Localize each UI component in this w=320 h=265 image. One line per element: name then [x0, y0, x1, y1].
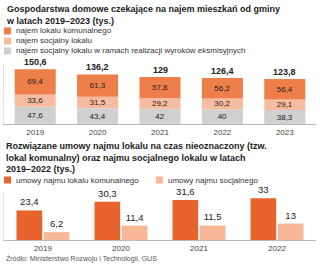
svg-text:38,3: 38,3	[277, 113, 293, 122]
svg-text:23,4: 23,4	[20, 196, 38, 207]
svg-text:2019: 2019	[34, 244, 52, 253]
svg-text:2020: 2020	[89, 128, 107, 137]
svg-text:123,8: 123,8	[273, 67, 296, 77]
svg-text:30,3: 30,3	[98, 188, 117, 199]
svg-text:6,2: 6,2	[50, 218, 63, 229]
svg-text:2022: 2022	[268, 244, 286, 253]
svg-text:Źródło: Ministerstwo Rozwoju i: Źródło: Ministerstwo Rozwoju i Technolog…	[6, 254, 157, 263]
svg-text:13: 13	[285, 210, 296, 221]
svg-text:126,4: 126,4	[211, 66, 234, 76]
svg-text:31,5: 31,5	[90, 98, 106, 107]
svg-text:29,1: 29,1	[277, 100, 293, 109]
svg-text:umowy najmu lokalu komunalnego: umowy najmu lokalu komunalnego	[16, 176, 139, 185]
svg-text:33: 33	[258, 184, 269, 195]
svg-text:2021: 2021	[151, 128, 169, 137]
svg-text:2021: 2021	[190, 244, 208, 253]
svg-text:Rozwiązane umowy najmu lokalu: Rozwiązane umowy najmu lokalu na czas ni…	[6, 141, 267, 174]
svg-text:47,6: 47,6	[27, 111, 43, 120]
svg-text:11,4: 11,4	[126, 212, 144, 223]
svg-text:61,3: 61,3	[90, 81, 106, 90]
svg-text:43,4: 43,4	[90, 112, 106, 121]
svg-text:2020: 2020	[112, 244, 130, 253]
svg-text:33,6: 33,6	[27, 96, 43, 105]
svg-text:42: 42	[155, 112, 164, 121]
svg-text:30,2: 30,2	[214, 99, 230, 108]
svg-text:2023: 2023	[276, 128, 294, 137]
svg-text:40: 40	[218, 112, 227, 121]
svg-text:150,6: 150,6	[24, 57, 47, 67]
svg-text:129: 129	[153, 65, 168, 75]
svg-text:najem socjalny lokalu: najem socjalny lokalu	[16, 36, 92, 45]
svg-text:31,6: 31,6	[176, 186, 195, 197]
svg-text:Gospodarstwa domowe czekające: Gospodarstwa domowe czekające na najem m…	[6, 4, 280, 26]
svg-text:najem lokalu komunalnego: najem lokalu komunalnego	[16, 26, 112, 35]
svg-text:136,2: 136,2	[86, 62, 109, 72]
svg-text:2022: 2022	[214, 128, 232, 137]
svg-text:2019: 2019	[26, 128, 44, 137]
svg-text:69,4: 69,4	[27, 77, 43, 86]
svg-text:najem socjalny lokalu w ramach: najem socjalny lokalu w ramach realizacj…	[16, 46, 245, 55]
svg-text:56,4: 56,4	[277, 85, 293, 94]
svg-text:11,5: 11,5	[204, 211, 222, 222]
svg-text:57,8: 57,8	[152, 83, 168, 92]
svg-text:29,2: 29,2	[152, 99, 168, 108]
svg-text:umowy najmu socjalnego: umowy najmu socjalnego	[168, 176, 258, 185]
svg-text:56,2: 56,2	[214, 84, 230, 93]
